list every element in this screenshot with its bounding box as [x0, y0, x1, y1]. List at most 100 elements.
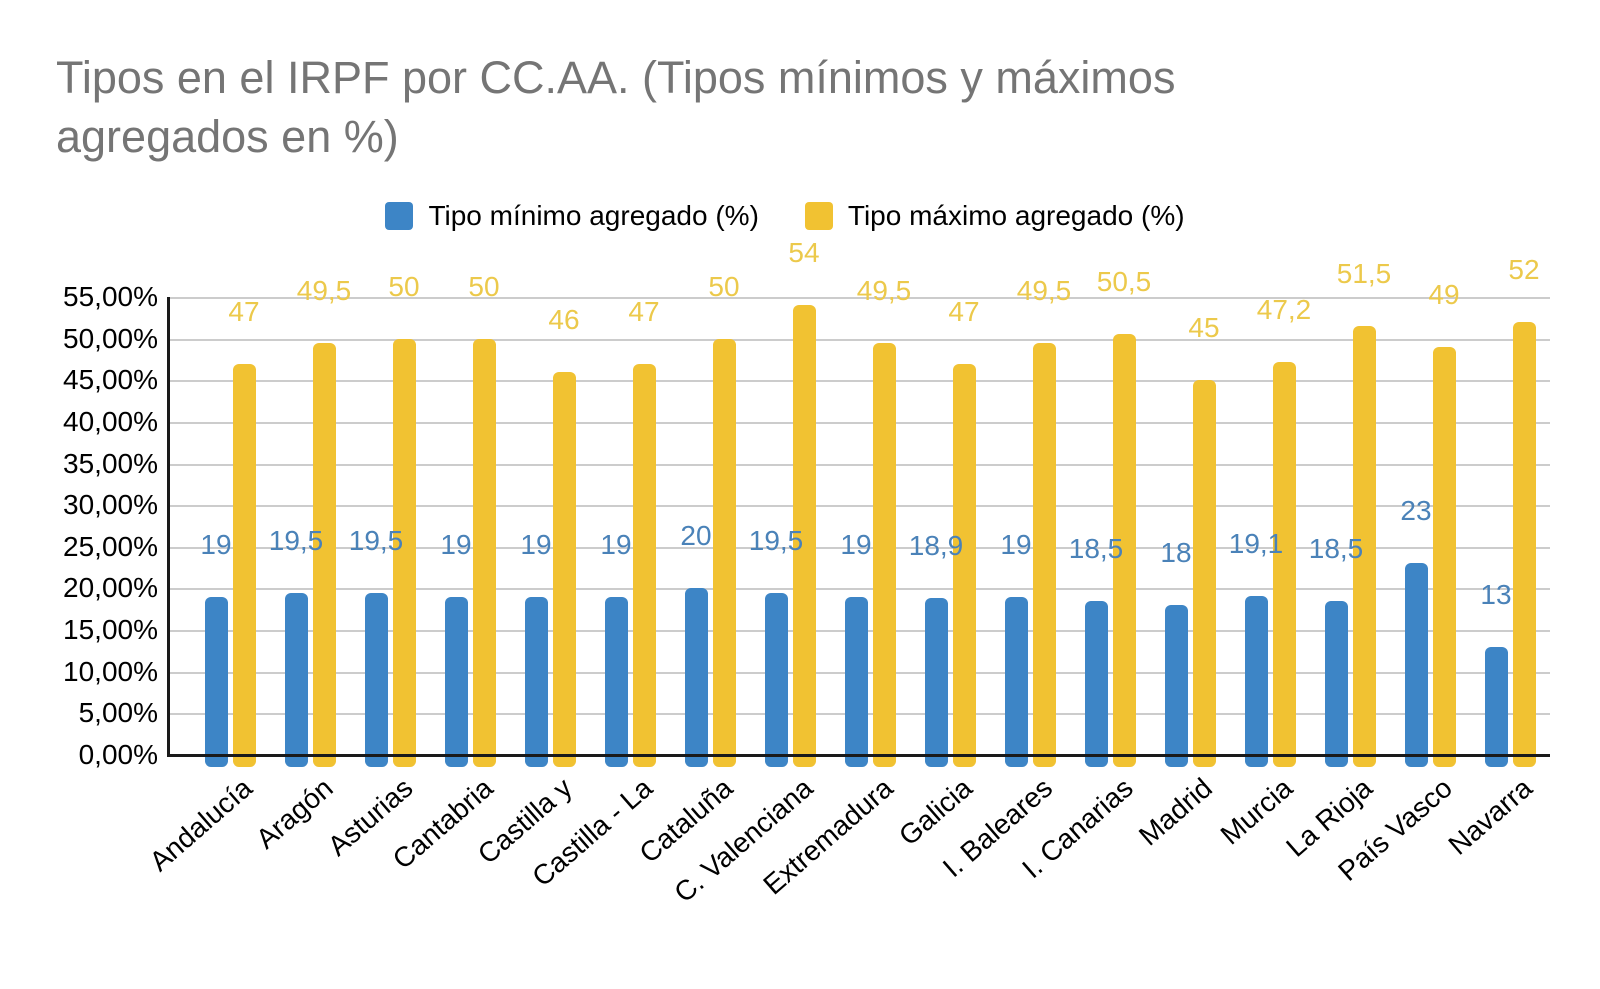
x-category-label: Andalucía: [144, 772, 259, 878]
min-bar: [1165, 605, 1188, 767]
min-value-label: 19,1: [1228, 528, 1284, 559]
max-value-label: 54: [788, 237, 820, 268]
max-value-label: 46: [548, 304, 580, 335]
chart-title: Tipos en el IRPF por CC.AA. (Tipos mínim…: [56, 52, 1176, 163]
max-bar: [1033, 343, 1056, 767]
bar-group: 19 49,5: [990, 275, 1071, 767]
y-tick-label: 30,00%: [63, 489, 158, 520]
max-bar: [1353, 326, 1376, 767]
y-tick-label: 55,00%: [63, 281, 158, 312]
min-bar: [685, 588, 708, 767]
gridline: [170, 339, 1550, 341]
max-value-label: 50: [388, 271, 420, 302]
max-value-label: 50: [708, 271, 740, 302]
min-value-label: 19: [200, 529, 232, 560]
y-axis-line: [167, 297, 170, 757]
gridline: [170, 380, 1550, 382]
max-value-label: 47: [628, 296, 660, 327]
min-bar: [1085, 601, 1108, 767]
min-bar: [605, 597, 628, 767]
x-category-label: Madrid: [1133, 772, 1219, 852]
gridline: [170, 588, 1550, 590]
y-tick-label: 40,00%: [63, 406, 158, 437]
min-bar: [525, 597, 548, 767]
legend-item-min: Tipo mínimo agregado (%): [385, 200, 759, 232]
min-bar: [1245, 596, 1268, 767]
legend-label-max: Tipo máximo agregado (%): [847, 200, 1185, 231]
min-value-label: 18: [1160, 537, 1192, 568]
gridline: [170, 547, 1550, 549]
min-bar: [1005, 597, 1028, 767]
max-value-label: 49: [1428, 279, 1460, 310]
max-bar: [393, 339, 416, 767]
gridline: [170, 505, 1550, 507]
bar-group: 19,5 54: [749, 237, 830, 767]
max-value-label: 49,5: [856, 275, 912, 306]
min-bar: [845, 597, 868, 767]
min-bar: [205, 597, 228, 767]
min-bar: [365, 593, 388, 767]
min-value-label: 19: [1000, 529, 1032, 560]
max-value-label: 49,5: [296, 275, 352, 306]
max-value-label: 50,5: [1096, 266, 1152, 297]
bar-group: 19 50: [430, 271, 510, 767]
max-bar: [1113, 334, 1136, 767]
min-value-label: 23: [1400, 495, 1432, 526]
bar-group: 20 50: [670, 271, 750, 767]
max-bar: [473, 339, 496, 767]
max-bar: [873, 343, 896, 767]
y-tick-label: 20,00%: [63, 572, 158, 603]
legend: Tipo mínimo agregado (%) Tipo máximo agr…: [0, 200, 1570, 232]
min-value-label: 18,5: [1308, 533, 1364, 564]
max-bar: [313, 343, 336, 767]
min-value-label: 20: [680, 520, 712, 551]
bar-group: 19 46: [510, 297, 590, 767]
bar-group: 19 47: [590, 296, 670, 767]
max-bar: [953, 364, 976, 767]
y-tick-label: 0,00%: [78, 739, 158, 770]
bar-group: 18,5 50,5: [1069, 266, 1151, 767]
bar-group: 19,1 47,2: [1229, 294, 1311, 767]
bar-group: 19 47: [190, 296, 270, 767]
min-value-label: 18,5: [1068, 533, 1124, 564]
x-category-label: C. Valenciana: [667, 772, 819, 909]
bar-group: 18,5 51,5: [1309, 258, 1391, 767]
plot-area: 19 47 19,5 49,5 19,5 50 19 50 19 46 19 47 20 50 19,5 54…: [167, 237, 1550, 767]
y-tick-label: 15,00%: [63, 614, 158, 645]
legend-label-min: Tipo mínimo agregado (%): [428, 200, 759, 231]
max-bar: [1513, 322, 1536, 767]
bar-group: 23 49: [1390, 279, 1470, 767]
max-value-label: 45: [1188, 312, 1220, 343]
min-value-label: 19: [440, 529, 472, 560]
max-bar: [1193, 380, 1216, 767]
bar-group: 13 52: [1470, 254, 1550, 767]
max-bar: [233, 364, 256, 767]
bar-group: 19,5 49,5: [269, 275, 351, 767]
y-tick-label: 35,00%: [63, 448, 158, 479]
max-bar: [793, 305, 816, 767]
max-value-label: 47: [228, 296, 260, 327]
max-value-label: 47: [948, 296, 980, 327]
gridline: [170, 297, 1550, 299]
bar-group: 19,5 50: [349, 271, 430, 767]
max-bar: [1273, 362, 1296, 767]
bar-group: 18,9 47: [909, 296, 990, 767]
min-value-label: 13: [1480, 579, 1512, 610]
legend-swatch-min-icon: [385, 202, 414, 230]
gridline: [170, 464, 1550, 466]
y-tick-label: 50,00%: [63, 323, 158, 354]
min-bar: [1325, 601, 1348, 767]
max-bar: [553, 372, 576, 767]
max-bar: [713, 339, 736, 767]
legend-swatch-max-icon: [804, 202, 833, 230]
max-value-label: 47,2: [1256, 294, 1312, 325]
x-axis-line: [170, 754, 1550, 757]
max-bar: [633, 364, 656, 767]
bar-group: 19 49,5: [830, 275, 911, 767]
max-value-label: 49,5: [1016, 275, 1072, 306]
min-bar: [765, 593, 788, 767]
y-tick-label: 45,00%: [63, 364, 158, 395]
min-bar: [925, 598, 948, 767]
legend-item-max: Tipo máximo agregado (%): [804, 200, 1185, 232]
